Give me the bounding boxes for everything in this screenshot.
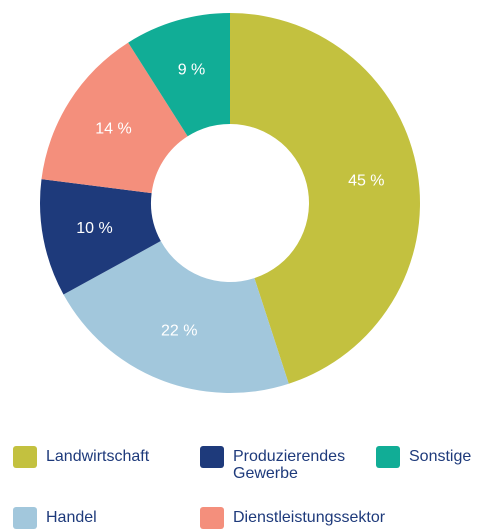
legend-item: Handel	[13, 507, 186, 529]
legend-label: Produzierendes Gewerbe	[233, 448, 346, 482]
slice-label: 45 %	[348, 173, 384, 190]
legend-swatch	[13, 446, 37, 468]
legend-item: Dienstleistungssektor	[200, 507, 433, 529]
slice-label: 10 %	[76, 220, 112, 237]
legend-item: Produzierendes Gewerbe	[200, 446, 363, 482]
legend-item: Landwirtschaft	[13, 446, 186, 468]
slice-label: 22 %	[161, 323, 197, 340]
legend-label: Dienstleistungssektor	[233, 509, 386, 526]
legend-label: Sonstige	[409, 448, 472, 465]
slice	[63, 241, 289, 393]
slice-label: 9 %	[178, 62, 206, 79]
legend-swatch	[13, 507, 37, 529]
legend-swatch	[376, 446, 400, 468]
legend-label: Landwirtschaft	[46, 448, 150, 465]
legend-label: Handel	[46, 509, 97, 526]
legend-swatch	[200, 507, 224, 529]
slice-label: 14 %	[95, 120, 131, 137]
legend-item: Sonstige	[376, 446, 487, 468]
legend-swatch	[200, 446, 224, 468]
chart: 45 % 22 % 10 % 14 % 9 %	[39, 13, 420, 393]
slice	[41, 42, 188, 194]
slice	[39, 179, 161, 295]
slice	[230, 13, 420, 384]
slice	[128, 13, 230, 137]
